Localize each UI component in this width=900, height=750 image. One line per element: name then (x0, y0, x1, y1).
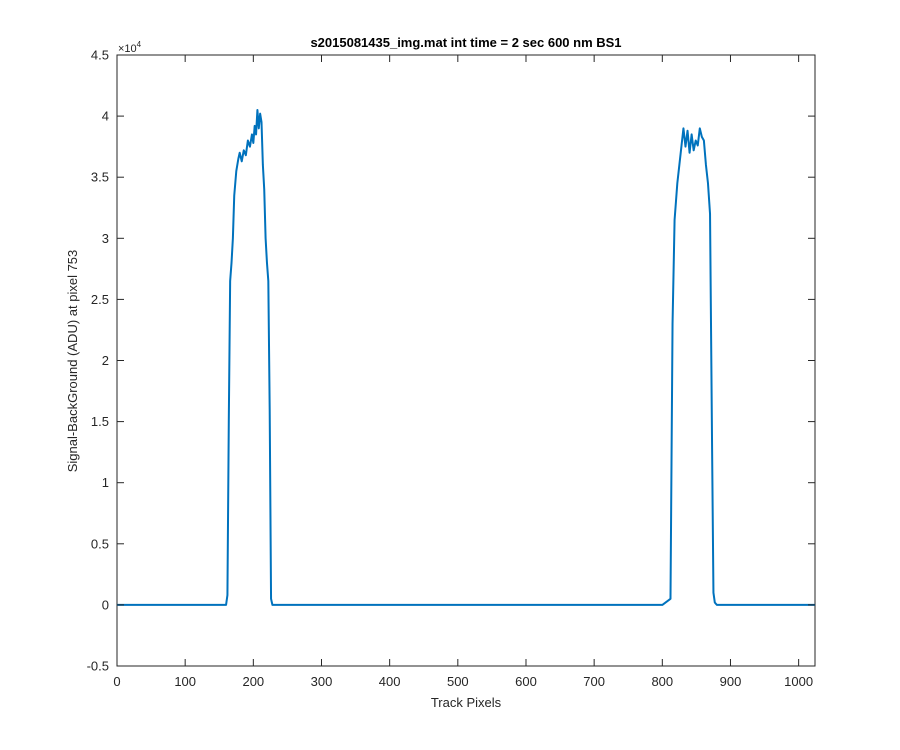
x-tick-label: 700 (583, 674, 605, 689)
y-tick-label: 4.5 (91, 48, 109, 63)
y-tick-label: 2.5 (91, 292, 109, 307)
y-tick-label: -0.5 (87, 659, 109, 674)
plot-area (116, 54, 816, 667)
plot-frame (116, 54, 816, 667)
y-scale-multiplier-exponent: 4 (137, 40, 142, 49)
y-tick-label: 1 (102, 475, 109, 490)
y-tick-label: 3 (102, 231, 109, 246)
y-tick-label: 2 (102, 353, 109, 368)
tick-labels: 0 100 200 300 400 500 600 700 800 900 1000 -0.5 0 0.5… (87, 48, 814, 690)
series-line-1 (117, 108, 815, 606)
y-tick-label: 3.5 (91, 170, 109, 185)
x-tick-label: 1000 (784, 674, 813, 689)
y-scale-multiplier: ×104 (118, 40, 142, 55)
x-tick-label: 100 (174, 674, 196, 689)
x-tick-label: 0 (113, 674, 120, 689)
x-axis-title: Track Pixels (431, 695, 502, 710)
x-tick-label: 300 (311, 674, 333, 689)
x-tick-label: 400 (379, 674, 401, 689)
x-tick-label: 600 (515, 674, 537, 689)
y-tick-label: 0 (102, 597, 109, 612)
x-tick-label: 800 (651, 674, 673, 689)
y-tick-label: 0.5 (91, 536, 109, 551)
chart-title: s2015081435_img.mat int time = 2 sec 600… (310, 35, 621, 50)
y-tick-label: 4 (102, 109, 109, 124)
y-tick-label: 1.5 (91, 414, 109, 429)
x-tick-label: 200 (242, 674, 264, 689)
x-tick-label: 500 (447, 674, 469, 689)
y-scale-multiplier-base: ×10 (118, 43, 137, 55)
axes-ticks (116, 54, 815, 667)
y-axis-title: Signal-BackGround (ADU) at pixel 753 (65, 250, 80, 473)
x-tick-label: 900 (720, 674, 742, 689)
